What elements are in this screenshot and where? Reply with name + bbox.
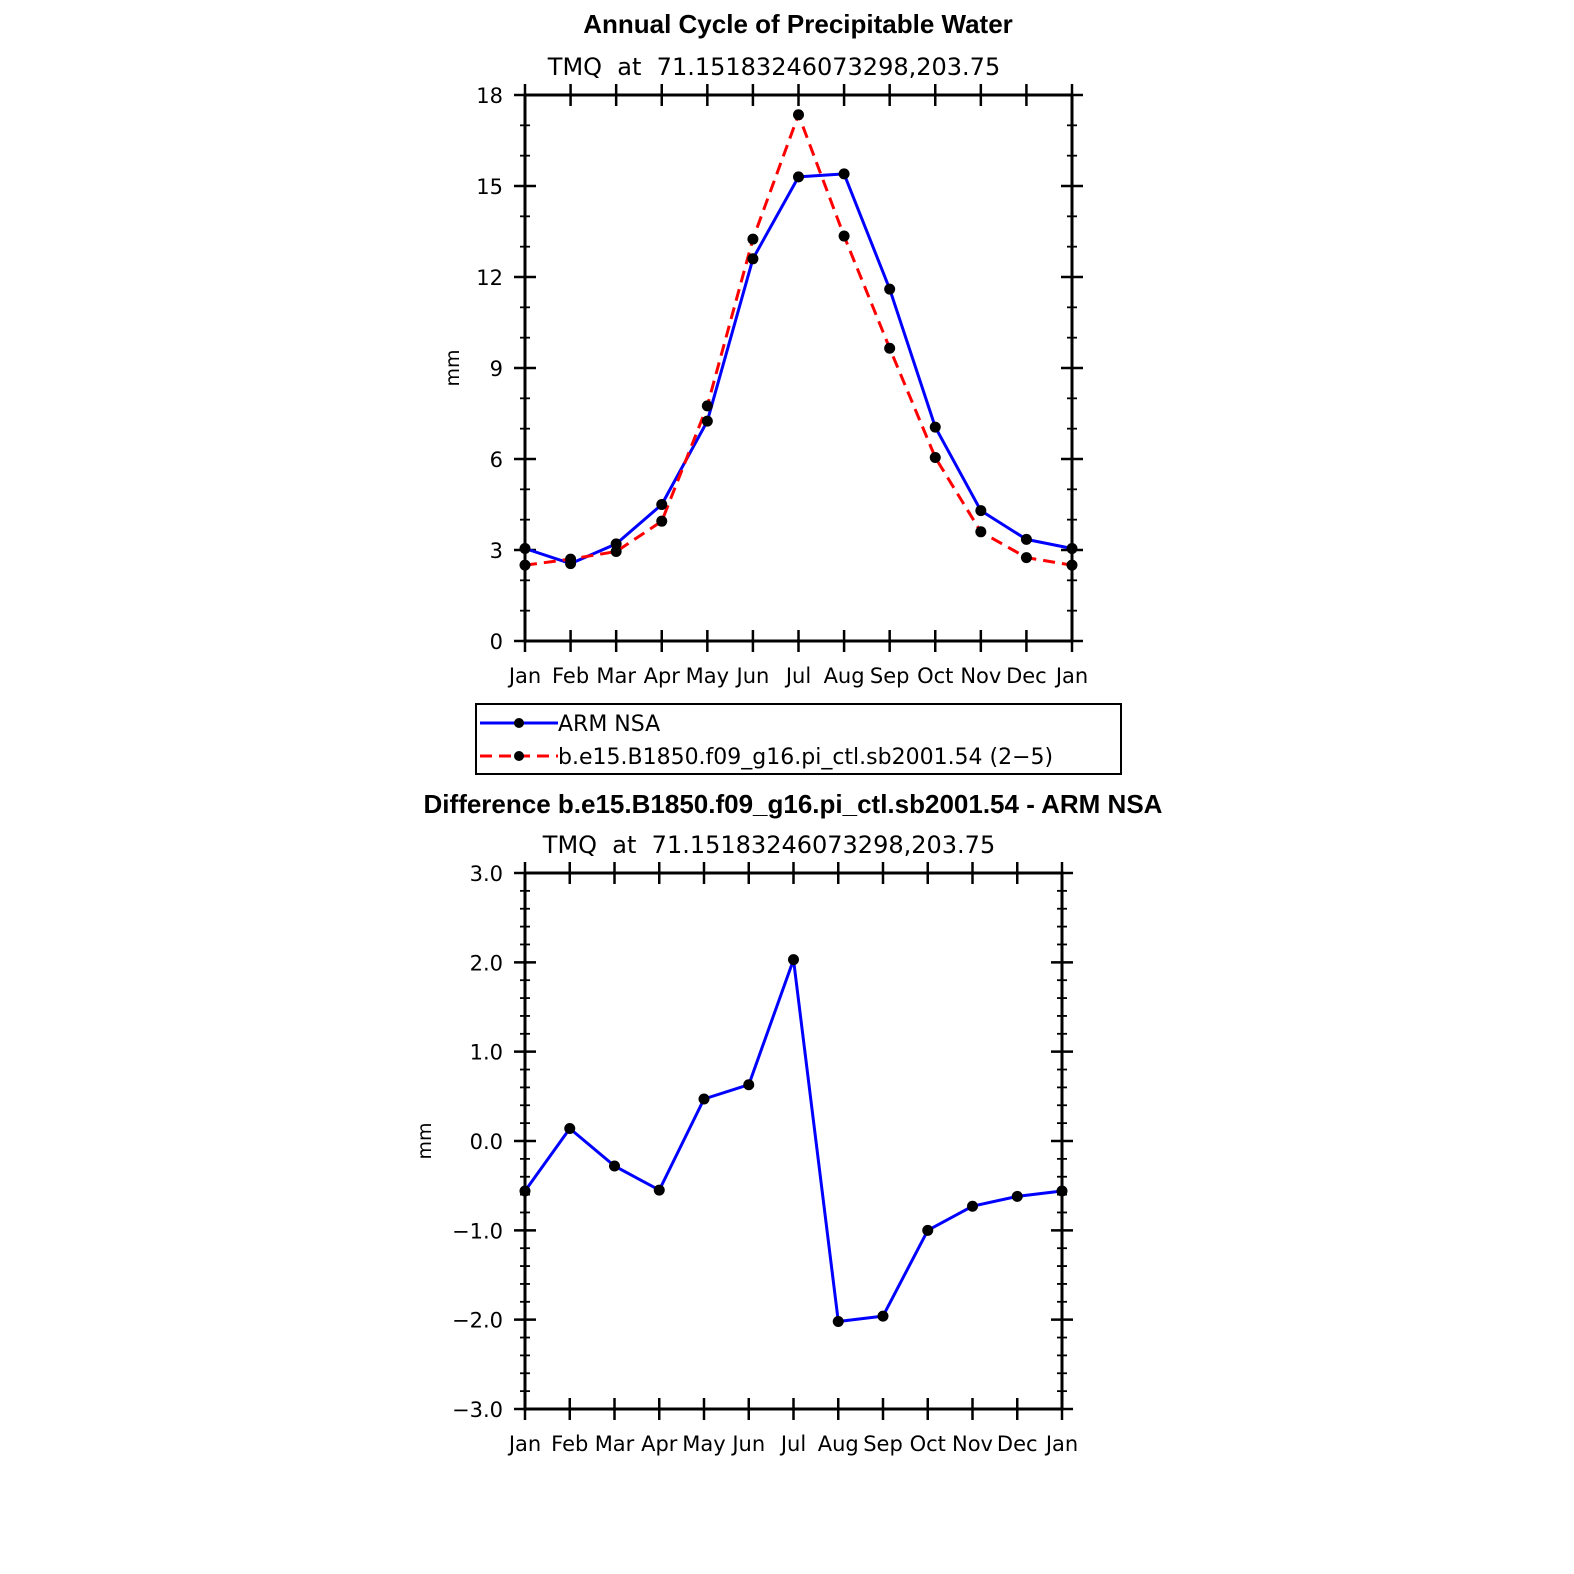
x-tick-label: Sep (870, 664, 910, 688)
y-tick-label: 3 (490, 539, 503, 563)
data-point-series-0 (653, 1184, 665, 1196)
x-tick-label: Mar (595, 1432, 635, 1456)
data-point-series-0 (610, 538, 622, 550)
data-point-series-1 (610, 546, 622, 558)
chart-subtitle: TMQ at 71.15183246073298,203.75 (547, 53, 1000, 81)
data-point-series-1 (838, 230, 850, 242)
annual-cycle-chart: Annual Cycle of Precipitable Water TMQ a… (442, 9, 1122, 775)
difference-chart: Difference b.e15.B1850.f09_g16.pi_ctl.sb… (414, 789, 1163, 1456)
x-tick-label: Mar (596, 664, 636, 688)
x-tick-label: Feb (552, 664, 589, 688)
legend-marker-model (514, 751, 524, 761)
x-tick-label: Jul (784, 664, 811, 688)
data-point-series-0 (884, 283, 896, 295)
chart-subtitle: TMQ at 71.15183246073298,203.75 (542, 831, 995, 859)
y-tick-label: 15 (476, 175, 503, 199)
x-tick-label: Nov (960, 664, 1001, 688)
data-point-series-0 (656, 499, 668, 510)
data-point-series-1 (656, 515, 668, 527)
y-axis-ticks (514, 862, 1073, 1420)
data-point-series-1 (565, 553, 577, 565)
y-tick-label: 6 (490, 448, 503, 472)
data-point-series-0 (1020, 533, 1032, 545)
chart-title: Difference b.e15.B1850.f09_g16.pi_ctl.sb… (424, 789, 1163, 819)
data-point-series-0 (975, 505, 987, 517)
plot-frame (523, 93, 1074, 643)
x-tick-label: Sep (863, 1432, 903, 1456)
data-point-series-1 (747, 233, 759, 245)
legend: ARM NSA b.e15.B1850.f09_g16.pi_ctl.sb200… (475, 703, 1122, 775)
data-point-series-0 (832, 1315, 844, 1327)
plot-frame (523, 871, 1064, 1411)
series-layer (519, 109, 1078, 571)
x-tick-label: Apr (644, 664, 681, 688)
x-tick-label: May (682, 1432, 725, 1456)
x-tick-label: Jan (507, 664, 541, 688)
x-tick-label: Jan (1044, 1432, 1078, 1456)
legend-label-arm-nsa: ARM NSA (558, 712, 660, 737)
y-axis-label: mm (442, 349, 464, 386)
legend-label-model: b.e15.B1850.f09_g16.pi_ctl.sb2001.54 (2−… (558, 745, 1053, 770)
y-axis-ticks (514, 84, 1083, 652)
data-point-series-0 (929, 421, 941, 433)
x-tick-label: Aug (824, 664, 865, 688)
data-point-series-0 (967, 1200, 978, 1212)
x-tick-label: Jul (779, 1432, 806, 1456)
y-tick-labels: −3.0 −2.0 −1.0 0.0 1.0 2.0 3.0 (452, 862, 503, 1422)
legend-marker-arm-nsa (514, 718, 524, 728)
y-tick-label: −3.0 (452, 1398, 503, 1422)
y-tick-label: 0.0 (470, 1130, 503, 1154)
x-tick-label: Oct (917, 664, 953, 688)
y-tick-label: 2.0 (470, 951, 503, 975)
x-tick-labels: Jan Feb Mar Apr May Jun Jul Aug Sep Oct Nov Dec Jan (507, 664, 1088, 688)
chart-title: Annual Cycle of Precipitable Water (583, 9, 1013, 39)
data-point-series-1 (975, 526, 987, 538)
data-point-series-0 (743, 1079, 755, 1091)
x-tick-label: May (686, 664, 729, 688)
data-point-series-0 (1011, 1190, 1023, 1202)
data-point-series-0 (701, 415, 713, 427)
y-tick-label: 1.0 (470, 1041, 503, 1065)
y-tick-label: 18 (476, 84, 503, 108)
x-tick-label: Apr (641, 1432, 678, 1456)
y-tick-label: 3.0 (470, 862, 503, 886)
data-point-series-0 (564, 1122, 576, 1134)
data-point-series-1 (929, 451, 941, 463)
y-tick-labels: 0 3 6 9 12 15 18 (476, 84, 503, 654)
data-point-series-0 (788, 954, 799, 966)
x-tick-label: Jun (730, 1432, 765, 1456)
x-tick-label: Feb (551, 1432, 588, 1456)
y-tick-label: −2.0 (452, 1309, 503, 1333)
data-point-series-1 (1020, 552, 1032, 564)
x-tick-label: Jan (507, 1432, 541, 1456)
data-point-series-0 (609, 1160, 620, 1172)
data-point-series-1 (884, 342, 896, 354)
x-tick-label: Jun (735, 664, 770, 688)
data-point-series-0 (877, 1310, 889, 1322)
x-tick-label: Dec (1006, 664, 1047, 688)
series-layer (519, 954, 1068, 1327)
series-line-0 (523, 958, 1063, 1323)
data-point-series-0 (922, 1224, 934, 1236)
data-point-series-0 (793, 171, 804, 183)
data-point-series-1 (701, 400, 713, 412)
x-tick-label: Oct (910, 1432, 946, 1456)
y-axis-label: mm (414, 1122, 436, 1159)
x-tick-labels: Jan Feb Mar Apr May Jun Jul Aug Sep Oct Nov Dec Jan (507, 1432, 1078, 1456)
x-tick-label: Dec (997, 1432, 1038, 1456)
x-tick-label: Aug (818, 1432, 859, 1456)
y-tick-label: 12 (476, 266, 503, 290)
legend-box (475, 703, 1122, 775)
y-tick-label: 9 (490, 357, 503, 381)
data-point-series-0 (747, 253, 759, 265)
x-tick-label: Nov (952, 1432, 993, 1456)
x-tick-label: Jan (1054, 664, 1088, 688)
y-tick-label: 0 (490, 630, 503, 654)
y-tick-label: −1.0 (452, 1219, 503, 1243)
data-point-series-0 (698, 1093, 710, 1105)
series-line-0 (524, 172, 1073, 566)
data-point-series-1 (793, 109, 804, 121)
data-point-series-0 (838, 168, 850, 180)
